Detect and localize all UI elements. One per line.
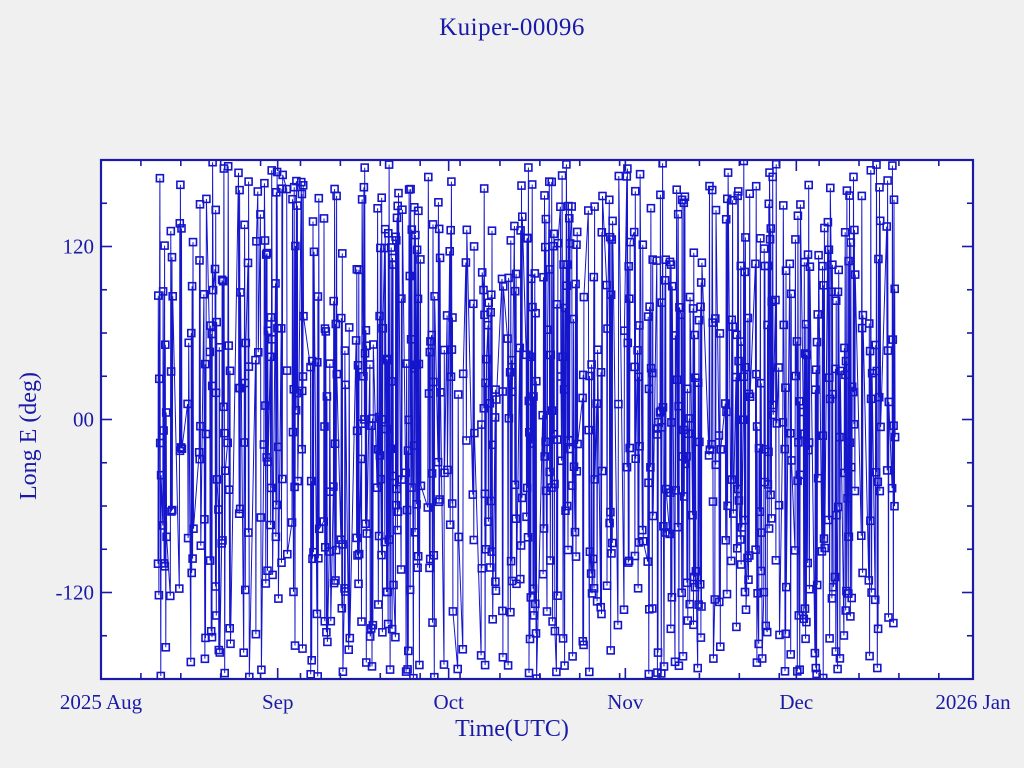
y-tick-label-00: 00 bbox=[73, 407, 94, 431]
x-tick-label-jan: 2026 Jan bbox=[935, 690, 1011, 714]
x-tick-label-dec: Dec bbox=[779, 690, 814, 714]
y-tick-label-120: 120 bbox=[62, 234, 95, 258]
x-tick-label-sep: Sep bbox=[261, 690, 294, 714]
x-tick-label-oct: Oct bbox=[433, 690, 464, 714]
x-tick-label-nov: Nov bbox=[607, 690, 644, 714]
x-tick-label-aug: 2025 Aug bbox=[59, 690, 143, 714]
y-tick-label-m120: -120 bbox=[55, 580, 95, 604]
figure-title: Kuiper-00096 bbox=[439, 14, 585, 41]
x-axis-title: Time(UTC) bbox=[455, 716, 569, 742]
y-axis-title: Long E (deg) bbox=[16, 372, 42, 500]
